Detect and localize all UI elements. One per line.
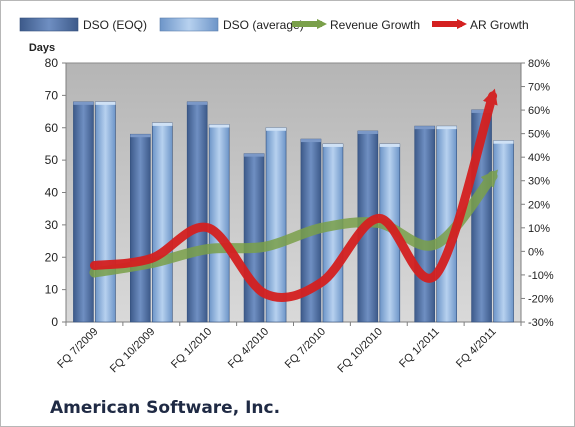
x-tick-label: FQ 1/2010 <box>169 326 214 371</box>
revenue-growth-line <box>89 169 498 278</box>
bar-cap <box>73 101 94 105</box>
x-tick-label: FQ 4/2011 <box>454 326 499 371</box>
y2-tick-label: -20% <box>528 293 554 305</box>
x-tick-label: FQ 10/2009 <box>108 326 158 376</box>
y-axis-title: Days <box>29 42 55 54</box>
bar-cap <box>187 101 208 105</box>
bar-cap <box>244 153 265 157</box>
y-tick-label: 60 <box>45 121 59 135</box>
x-tick-label: FQ 1/2011 <box>397 326 442 371</box>
legend-label: AR Growth <box>470 18 529 32</box>
legend-item: AR Growth <box>432 18 529 32</box>
y-tick-label: 30 <box>45 218 59 232</box>
bar-dso-eoq <box>130 133 151 323</box>
bar-cap <box>209 124 230 128</box>
x-tick-label: FQ 10/2010 <box>335 326 385 376</box>
bar-dso-eoq <box>414 125 435 323</box>
bar-dso-eoq <box>243 153 265 323</box>
bar-cap <box>266 127 287 131</box>
bar-dso-eoq <box>73 101 94 323</box>
y2-tick-label: 30% <box>528 176 550 188</box>
ar-growth-line <box>89 88 498 302</box>
x-tick-label: FQ 7/2010 <box>283 326 328 371</box>
bar-cap <box>414 126 435 130</box>
legend-label: Revenue Growth <box>330 18 420 32</box>
y2-tick-label: 70% <box>528 82 550 94</box>
bar-cap <box>322 143 343 147</box>
y2-tick-label: 80% <box>528 58 550 70</box>
company-name: American Software, Inc. <box>50 398 281 418</box>
y-tick-label: 0 <box>51 315 58 329</box>
legend-label: DSO (average) <box>223 18 304 32</box>
bar-cap <box>436 126 457 130</box>
y2-tick-label: 0% <box>528 246 544 258</box>
y2-tick-label: -10% <box>528 270 554 282</box>
bar-cap <box>152 122 173 126</box>
bar-dso-average <box>322 143 344 323</box>
y2-tick-label: 20% <box>528 199 550 211</box>
y-tick-label: 80 <box>45 56 59 70</box>
y-tick-label: 50 <box>45 153 59 167</box>
y-tick-label: 70 <box>45 88 59 102</box>
y2-tick-label: -30% <box>528 317 554 329</box>
bar-cap <box>95 101 116 105</box>
y2-tick-label: 60% <box>528 105 550 117</box>
bar-cap <box>471 109 492 113</box>
y-tick-label: 20 <box>45 250 59 264</box>
bar-dso-eoq <box>186 101 208 323</box>
legend-item: DSO (average) <box>159 17 304 32</box>
y-tick-label: 40 <box>45 186 59 200</box>
bar-cap <box>379 143 400 147</box>
legend-swatch <box>19 17 79 32</box>
bar-cap <box>357 130 378 134</box>
y2-tick-label: 40% <box>528 152 550 164</box>
legend-item: Revenue Growth <box>292 18 420 32</box>
y2-tick-label: 10% <box>528 223 550 235</box>
legend-label: DSO (EOQ) <box>83 18 147 32</box>
x-tick-label: FQ 4/2010 <box>226 326 271 371</box>
x-tick-label: FQ 7/2009 <box>55 326 100 371</box>
bar-dso-average <box>208 124 230 323</box>
bar-cap <box>300 139 321 143</box>
y2-tick-label: 50% <box>528 129 550 141</box>
y-tick-label: 10 <box>45 283 59 297</box>
bar-dso-average <box>95 101 116 323</box>
bar-dso-average <box>493 140 514 323</box>
bar-cap <box>493 140 514 144</box>
legend-item: DSO (EOQ) <box>19 17 147 32</box>
legend-swatch <box>159 17 219 32</box>
bar-cap <box>130 134 151 138</box>
bar-dso-average <box>152 122 173 323</box>
